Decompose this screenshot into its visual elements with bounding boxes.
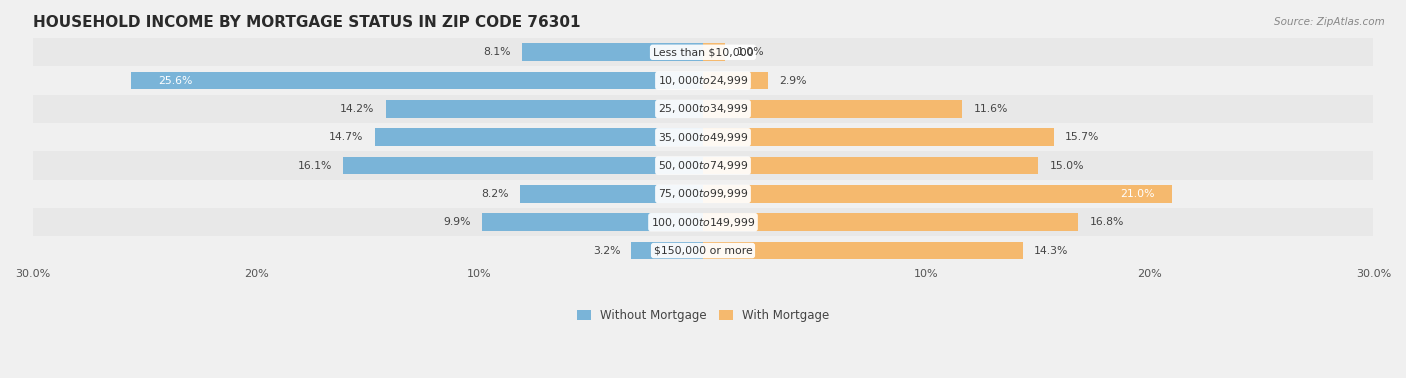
Text: $35,000 to $49,999: $35,000 to $49,999 [658,131,748,144]
Text: Source: ZipAtlas.com: Source: ZipAtlas.com [1274,17,1385,27]
Text: Less than $10,000: Less than $10,000 [652,47,754,57]
Bar [32,152,1374,180]
Bar [520,185,703,203]
Text: 14.7%: 14.7% [329,132,363,142]
Text: $75,000 to $99,999: $75,000 to $99,999 [658,187,748,200]
Text: 11.6%: 11.6% [973,104,1008,114]
Text: $150,000 or more: $150,000 or more [654,246,752,256]
Text: 14.2%: 14.2% [340,104,374,114]
Legend: Without Mortgage, With Mortgage: Without Mortgage, With Mortgage [576,309,830,322]
Text: 9.9%: 9.9% [443,217,471,227]
Text: 8.2%: 8.2% [481,189,509,199]
Text: 25.6%: 25.6% [157,76,193,85]
Bar [703,157,1038,174]
Bar [522,43,703,61]
Text: $10,000 to $24,999: $10,000 to $24,999 [658,74,748,87]
Text: $50,000 to $74,999: $50,000 to $74,999 [658,159,748,172]
Bar [385,100,703,118]
Bar [32,38,1374,67]
Bar [703,100,962,118]
Text: 21.0%: 21.0% [1121,189,1154,199]
Bar [32,180,1374,208]
Bar [703,242,1022,259]
Bar [343,157,703,174]
Bar [131,72,703,89]
Bar [703,43,725,61]
Text: $100,000 to $149,999: $100,000 to $149,999 [651,216,755,229]
Text: HOUSEHOLD INCOME BY MORTGAGE STATUS IN ZIP CODE 76301: HOUSEHOLD INCOME BY MORTGAGE STATUS IN Z… [32,15,581,30]
Bar [32,67,1374,95]
Text: 2.9%: 2.9% [779,76,807,85]
Text: 14.3%: 14.3% [1033,246,1069,256]
Bar [32,123,1374,152]
Text: $25,000 to $34,999: $25,000 to $34,999 [658,102,748,115]
Bar [703,214,1078,231]
Text: 1.0%: 1.0% [737,47,763,57]
Text: 15.7%: 15.7% [1064,132,1099,142]
Bar [631,242,703,259]
Bar [32,208,1374,236]
Bar [703,72,768,89]
Bar [703,129,1054,146]
Bar [374,129,703,146]
Text: 8.1%: 8.1% [484,47,510,57]
Text: 3.2%: 3.2% [593,246,620,256]
Bar [703,185,1173,203]
Bar [482,214,703,231]
Bar [32,95,1374,123]
Text: 16.1%: 16.1% [298,161,332,170]
Text: 15.0%: 15.0% [1049,161,1084,170]
Bar [32,236,1374,265]
Text: 16.8%: 16.8% [1090,217,1123,227]
